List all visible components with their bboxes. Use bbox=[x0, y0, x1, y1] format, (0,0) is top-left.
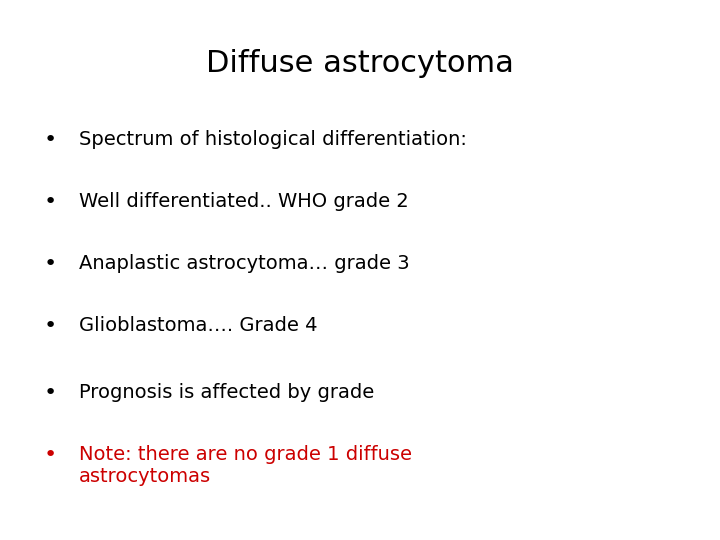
Text: Note: there are no grade 1 diffuse
astrocytomas: Note: there are no grade 1 diffuse astro… bbox=[79, 446, 412, 487]
Text: •: • bbox=[43, 446, 56, 465]
Text: •: • bbox=[43, 316, 56, 336]
Text: Glioblastoma…. Grade 4: Glioblastoma…. Grade 4 bbox=[79, 316, 318, 335]
Text: Anaplastic astrocytoma… grade 3: Anaplastic astrocytoma… grade 3 bbox=[79, 254, 410, 273]
Text: Diffuse astrocytoma: Diffuse astrocytoma bbox=[206, 49, 514, 78]
Text: •: • bbox=[43, 383, 56, 403]
Text: Well differentiated.. WHO grade 2: Well differentiated.. WHO grade 2 bbox=[79, 192, 409, 211]
Text: •: • bbox=[43, 130, 56, 150]
Text: Prognosis is affected by grade: Prognosis is affected by grade bbox=[79, 383, 374, 402]
Text: Spectrum of histological differentiation:: Spectrum of histological differentiation… bbox=[79, 130, 467, 148]
Text: •: • bbox=[43, 192, 56, 212]
Text: •: • bbox=[43, 254, 56, 274]
